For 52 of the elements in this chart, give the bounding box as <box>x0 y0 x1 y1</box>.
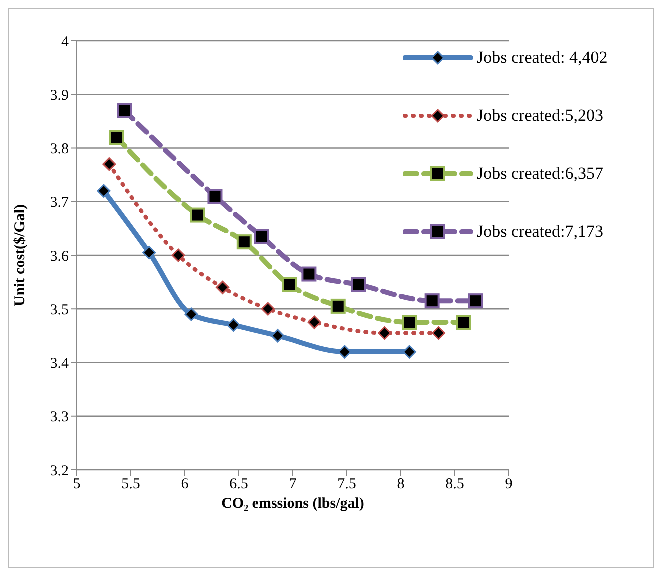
point <box>216 280 230 294</box>
point <box>109 130 124 146</box>
y-tick-label: 3.4 <box>50 356 70 372</box>
point <box>330 298 346 314</box>
point <box>102 158 116 172</box>
y-tick-label: 3.6 <box>50 248 70 265</box>
point <box>172 248 186 262</box>
x-tick-label: 6 <box>181 476 190 493</box>
y-tick-label: 3.8 <box>50 142 69 158</box>
point <box>424 294 440 309</box>
y-tick-label: 3.7 <box>50 195 70 212</box>
y-tick-label: 3.5 <box>50 302 69 318</box>
x-tick-label: 8.5 <box>446 476 464 493</box>
point <box>302 266 317 282</box>
point <box>97 184 111 198</box>
point <box>402 315 418 330</box>
x-tick-label: 5 <box>73 476 81 493</box>
point <box>432 326 446 340</box>
point <box>282 277 298 292</box>
x-tick-label: 5.5 <box>122 476 140 493</box>
point <box>226 318 240 332</box>
x-tick-label: 8 <box>397 476 405 493</box>
legend-label: Jobs created:5,203 <box>477 106 604 126</box>
y-tick-label: 4 <box>62 34 70 50</box>
point <box>402 345 416 359</box>
y-tick-label: 3.9 <box>50 88 69 104</box>
point <box>456 315 472 330</box>
point <box>254 229 270 244</box>
point <box>184 308 198 322</box>
y-tick-label: 3.2 <box>50 463 69 480</box>
y-axis-title: Unit cost($/Gal) <box>12 204 28 307</box>
point <box>271 329 285 343</box>
point <box>378 326 392 340</box>
point <box>338 345 352 359</box>
x-tick-label: 6.5 <box>230 476 248 493</box>
point <box>142 246 156 260</box>
y-tick-label: 3.3 <box>50 410 69 426</box>
point <box>117 103 132 118</box>
point <box>261 302 275 316</box>
point <box>468 294 484 309</box>
point <box>351 277 366 292</box>
legend-label: Jobs created: 4,402 <box>477 48 608 68</box>
point <box>190 208 206 223</box>
x-tick-label: 7.5 <box>338 476 356 493</box>
point <box>208 189 223 204</box>
x-tick-label: 9 <box>505 476 513 493</box>
legend-label: Jobs created:7,173 <box>477 222 604 242</box>
x-axis-title: CO₂ emssions (lbs/gal) <box>222 496 364 512</box>
point <box>308 316 322 330</box>
legend-label: Jobs created:6,357 <box>477 164 604 184</box>
point <box>236 234 252 250</box>
x-tick-label: 7 <box>289 476 298 493</box>
